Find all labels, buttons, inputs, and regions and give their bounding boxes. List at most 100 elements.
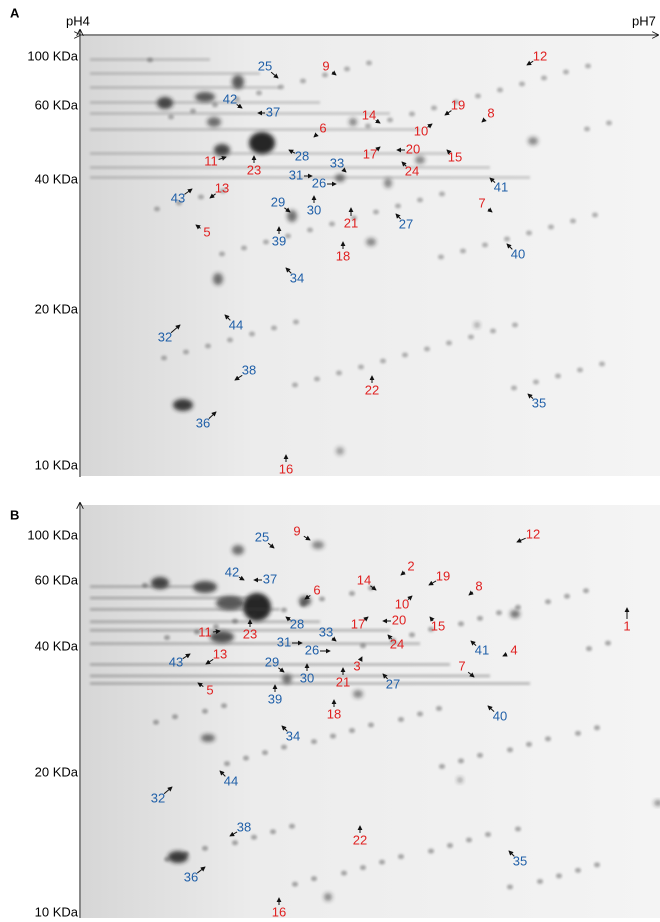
gel-spot [402, 352, 408, 358]
gel-spot [251, 613, 257, 619]
spot-arrow [487, 705, 495, 712]
gel-spot [349, 590, 355, 596]
gel-spot [221, 703, 227, 709]
gel-spot [201, 734, 215, 742]
gel-spot [164, 856, 170, 862]
streak [90, 674, 490, 678]
gel-spot [164, 635, 170, 641]
gel-spot [564, 593, 570, 599]
gel-spot [289, 823, 295, 829]
spot-arrow [526, 60, 534, 66]
spot-arrow [205, 658, 214, 665]
gel-spot [510, 610, 520, 618]
spot-arrow [502, 651, 508, 657]
gel-spot [606, 120, 612, 126]
spot-arrow [170, 324, 181, 334]
spot-label: 3 [353, 658, 360, 673]
streak [90, 112, 390, 115]
spot-label: 1 [623, 618, 630, 633]
spot-label: 15 [448, 149, 462, 164]
gel-spot [654, 800, 660, 806]
spot-label: 13 [213, 646, 227, 661]
gel-spot [195, 92, 215, 102]
spot-arrow [285, 267, 292, 274]
gel-spot [365, 123, 371, 129]
spot-arrow [197, 682, 204, 688]
streak [90, 682, 530, 685]
gel-spot [154, 206, 160, 212]
panel-label: B [10, 507, 19, 522]
spot-arrow [370, 585, 377, 591]
spot-arrow [229, 831, 238, 837]
gel-spot [287, 210, 297, 222]
spot-label: 22 [353, 832, 367, 847]
gel-spot [300, 78, 306, 84]
gel-spot [438, 254, 444, 260]
streak [90, 86, 280, 89]
spot-label: 30 [307, 202, 321, 217]
spot-arrow [281, 725, 288, 732]
spot-label: 9 [293, 523, 300, 538]
ph-label: pH7 [632, 13, 656, 28]
spot-label: 16 [272, 904, 286, 919]
mw-label: 100 KDa [27, 527, 78, 542]
spot-label: 24 [390, 636, 404, 651]
gel-spot [439, 191, 445, 197]
gel-spot [292, 881, 298, 887]
spot-arrow [209, 193, 216, 199]
spot-arrow [508, 850, 515, 857]
gel-b [81, 505, 660, 918]
gel-spot [219, 251, 225, 257]
spot-label: 7 [478, 195, 485, 210]
gel-spot [360, 643, 366, 649]
gel-spot [417, 711, 423, 717]
gel-spot [341, 870, 347, 876]
gel-spot [194, 629, 200, 635]
gel-spot [319, 596, 325, 602]
mw-label: 40 KDa [35, 171, 79, 186]
gel-spot [570, 218, 576, 224]
gel-spot [446, 340, 452, 346]
spot-arrow [278, 667, 285, 673]
gel-spot [300, 602, 306, 608]
spot-label: 8 [475, 578, 482, 593]
spot-label: 39 [268, 691, 282, 706]
spot-label: 11 [204, 153, 218, 168]
spot-arrow [357, 656, 363, 662]
mw-label: 60 KDa [35, 97, 79, 112]
streak [90, 607, 280, 611]
spot-label: 31 [277, 634, 291, 649]
gel-spot [417, 197, 423, 203]
panel-label: A [10, 5, 20, 20]
gel-spot [458, 621, 464, 627]
spot-label: 36 [184, 869, 198, 884]
gel-spot [436, 705, 442, 711]
gel-spot [336, 447, 344, 455]
gel-spot [241, 245, 247, 251]
gel-spot [431, 105, 437, 111]
spot-label: 32 [151, 790, 165, 805]
gel-spot [466, 837, 472, 843]
streak [90, 585, 210, 589]
spot-label: 34 [290, 270, 304, 285]
spot-label: 31 [289, 167, 303, 182]
gel-spot [278, 84, 284, 90]
gel-spot [224, 761, 230, 767]
spot-label: 35 [532, 395, 546, 410]
gel-spot [395, 203, 401, 209]
gel-spot [515, 604, 521, 610]
spot-label: 22 [365, 382, 379, 397]
gel-spot [366, 238, 376, 246]
spot-label: 37 [263, 571, 277, 586]
gel-spot [475, 93, 481, 99]
spot-label: 14 [357, 572, 371, 587]
gel-spot [161, 355, 167, 361]
gel-spot [537, 878, 543, 884]
gel-spot [545, 736, 551, 742]
spot-arrow [489, 177, 496, 183]
mw-label: 20 KDa [35, 301, 79, 316]
streak [90, 166, 490, 169]
gel-spot [281, 607, 287, 613]
gel-spot [428, 626, 434, 632]
gel-spot [307, 227, 313, 233]
